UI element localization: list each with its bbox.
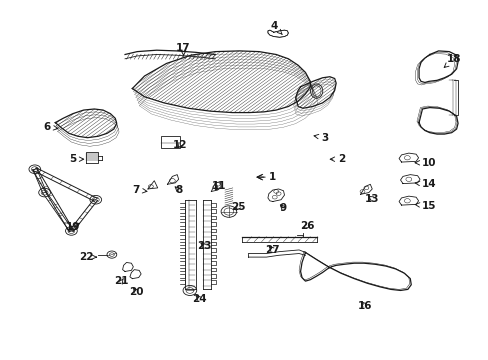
- Text: 10: 10: [414, 158, 435, 168]
- Text: 17: 17: [176, 43, 190, 56]
- Text: 23: 23: [197, 241, 211, 251]
- Polygon shape: [360, 184, 371, 194]
- Text: 9: 9: [279, 203, 286, 213]
- Text: 18: 18: [443, 54, 461, 67]
- Text: 24: 24: [192, 294, 206, 304]
- Polygon shape: [130, 270, 141, 279]
- Text: 14: 14: [414, 179, 435, 189]
- Text: 13: 13: [364, 194, 379, 204]
- Text: 16: 16: [357, 301, 372, 311]
- Text: 6: 6: [43, 122, 58, 132]
- Polygon shape: [122, 262, 133, 271]
- Polygon shape: [167, 175, 178, 184]
- Text: 2: 2: [329, 154, 345, 164]
- Polygon shape: [398, 196, 418, 205]
- Text: 7: 7: [132, 185, 147, 195]
- Text: 4: 4: [269, 21, 282, 35]
- Text: 15: 15: [414, 201, 435, 211]
- Text: 19: 19: [65, 222, 80, 232]
- Text: 5: 5: [69, 154, 83, 164]
- Text: 8: 8: [175, 185, 182, 195]
- Polygon shape: [148, 181, 158, 189]
- Polygon shape: [267, 30, 288, 37]
- Polygon shape: [400, 175, 419, 184]
- Text: 20: 20: [129, 287, 143, 297]
- Text: 26: 26: [299, 221, 313, 231]
- Text: 3: 3: [313, 133, 328, 143]
- Text: 11: 11: [211, 181, 226, 192]
- Text: 1: 1: [257, 172, 276, 182]
- Text: 27: 27: [265, 245, 280, 255]
- Polygon shape: [211, 182, 221, 192]
- Text: 25: 25: [231, 202, 245, 212]
- Polygon shape: [398, 153, 418, 162]
- Text: 12: 12: [173, 140, 187, 150]
- Text: 21: 21: [114, 276, 129, 286]
- Text: 22: 22: [79, 252, 96, 262]
- Polygon shape: [267, 189, 284, 202]
